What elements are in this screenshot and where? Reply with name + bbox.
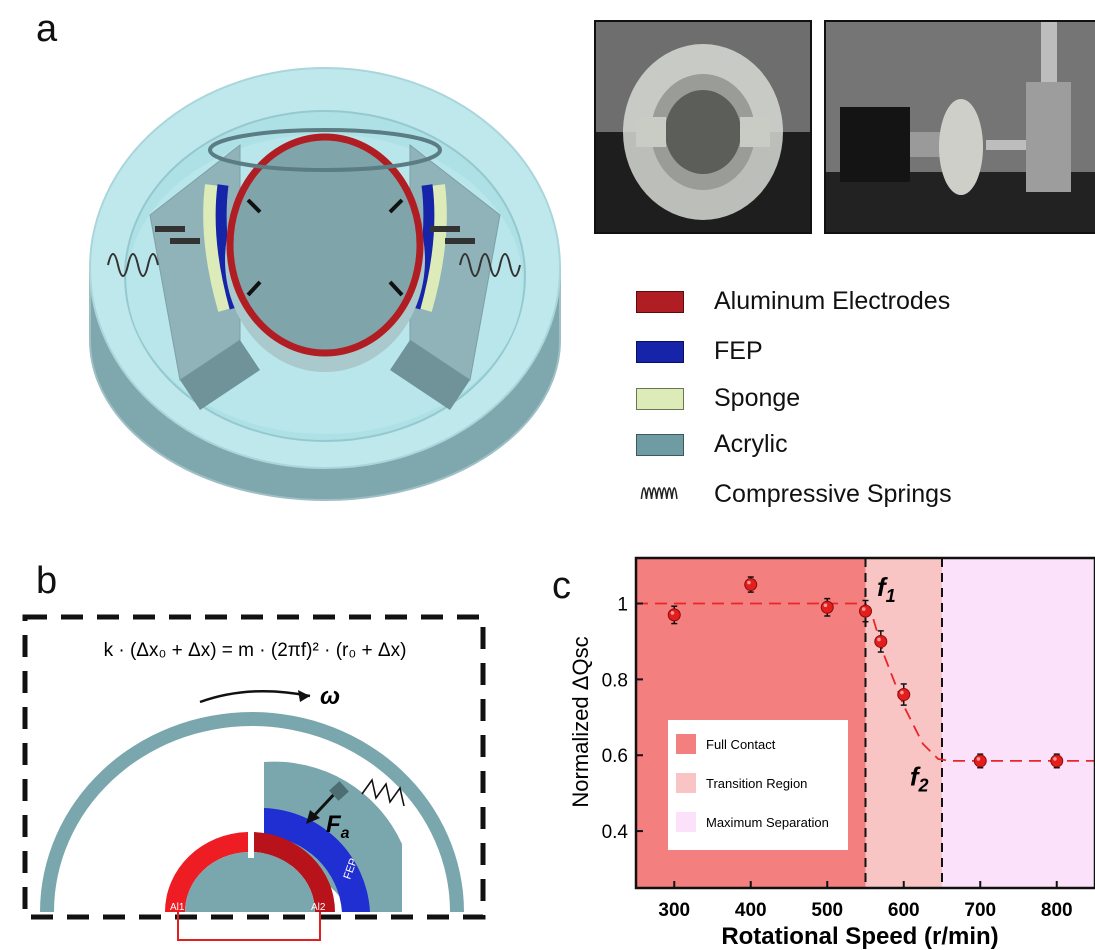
region-legend-swatch xyxy=(676,773,696,793)
data-point xyxy=(744,578,758,592)
force-label: Fa xyxy=(326,811,350,842)
data-point-highlight xyxy=(877,637,881,642)
y-tick-label: 0.6 xyxy=(602,746,628,767)
region-legend-label: Full Contact xyxy=(706,737,776,752)
region-legend-swatch xyxy=(676,734,696,754)
region-legend-swatch xyxy=(676,812,696,832)
charge-vs-speed-chart: 300 400 500 600 700 800 0.4 0.6 0.8 1 Full Contac… xyxy=(568,556,1095,950)
rotation-arrow-icon xyxy=(298,690,310,702)
x-tick-label: 700 xyxy=(964,900,996,921)
data-point xyxy=(897,688,911,702)
legend-label: Aluminum Electrodes xyxy=(714,287,951,315)
y-tick-label: 1 xyxy=(617,595,628,616)
data-point xyxy=(973,754,987,768)
yellowgreen-swatch-icon xyxy=(636,388,684,410)
frequency-annotation: f1 xyxy=(877,572,896,606)
data-point xyxy=(1050,754,1064,768)
omega-symbol: ω xyxy=(320,683,340,710)
photo-device xyxy=(594,20,812,234)
legend-label: FEP xyxy=(714,337,763,365)
region-legend-label: Maximum Separation xyxy=(706,815,829,830)
panel-label-b: b xyxy=(36,560,58,602)
data-point xyxy=(859,604,872,618)
spring-symbol-icon xyxy=(640,487,678,500)
data-point-highlight xyxy=(976,757,981,761)
teal-swatch-icon xyxy=(636,434,684,456)
device-photo-image xyxy=(596,22,810,232)
panel-label-c: c xyxy=(552,565,571,607)
photo-setup xyxy=(824,20,1095,234)
legend-label: Acrylic xyxy=(714,430,788,458)
data-point-highlight xyxy=(747,580,751,585)
frequency-annotation: f2 xyxy=(910,762,929,796)
x-tick-label: 600 xyxy=(888,900,920,921)
data-point xyxy=(820,600,834,614)
x-tick-label: 800 xyxy=(1041,900,1073,921)
x-tick-label: 400 xyxy=(735,900,767,921)
region-band xyxy=(942,558,1095,888)
legend-label: Compressive Springs xyxy=(714,480,952,508)
external-circuit-wire xyxy=(177,912,321,941)
blue-swatch-icon xyxy=(636,341,684,363)
setup-photo-image xyxy=(826,22,1095,232)
data-point-highlight xyxy=(1053,757,1057,761)
y-axis-label: Normalized ΔQsc xyxy=(568,636,593,807)
legend-label: Sponge xyxy=(714,384,801,412)
al1-label: Al1 xyxy=(170,902,185,913)
region-legend-label: Transition Region xyxy=(706,776,807,791)
y-tick-label: 0.8 xyxy=(602,670,628,691)
rotation-schematic: k · (Δx₀ + Δx) = m · (2πf)² · (r₀ + Δx) … xyxy=(22,614,486,941)
data-point-highlight xyxy=(900,690,904,695)
panel-label-a: a xyxy=(36,8,58,50)
data-point-highlight xyxy=(861,607,866,611)
force-balance-equation: k · (Δx₀ + Δx) = m · (2πf)² · (r₀ + Δx) xyxy=(104,640,407,661)
al2-label: Al2 xyxy=(311,902,326,913)
force-arrow-icon xyxy=(306,810,320,824)
data-point xyxy=(667,608,681,622)
region-legend-box xyxy=(668,720,848,850)
y-tick-label: 0.4 xyxy=(602,822,629,843)
data-point-highlight xyxy=(823,603,828,608)
x-axis-label: Rotational Speed (r/min) xyxy=(721,923,998,950)
data-point-highlight xyxy=(670,611,675,615)
device-illustration xyxy=(89,67,561,501)
dashed-frame xyxy=(22,614,486,920)
plot-frame xyxy=(634,556,1095,890)
red-swatch-icon xyxy=(636,291,684,313)
data-point xyxy=(874,634,888,648)
x-tick-label: 500 xyxy=(811,900,843,921)
x-tick-label: 300 xyxy=(658,900,690,921)
region-band xyxy=(865,558,942,888)
